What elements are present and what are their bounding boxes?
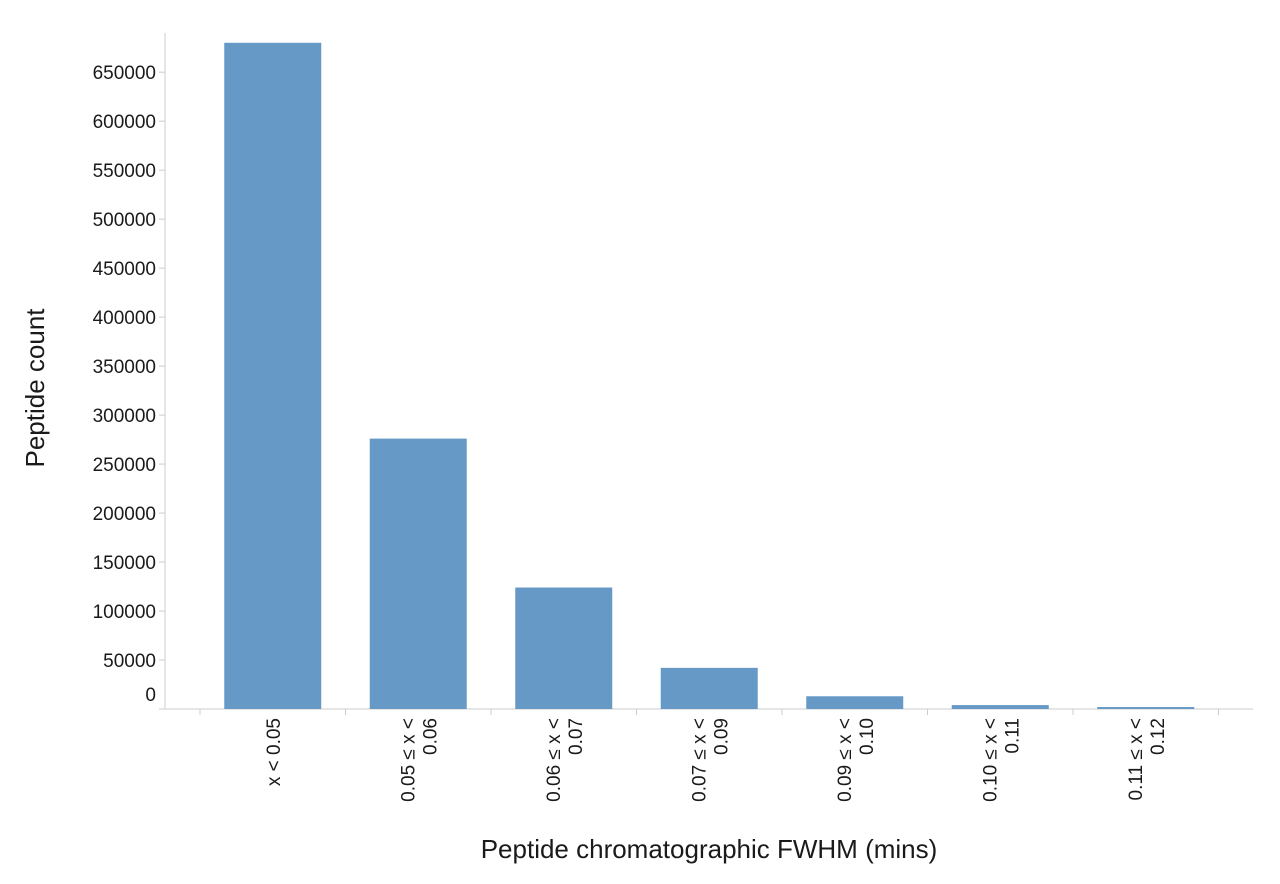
y-tick-label: 100000: [93, 602, 156, 623]
y-tick-label: 300000: [93, 406, 156, 427]
y-tick-label: 600000: [93, 112, 156, 133]
y-tick-label: 450000: [93, 259, 156, 280]
x-axis-title: Peptide chromatographic FWHM (mins): [481, 834, 938, 864]
bar: [369, 438, 467, 709]
x-tick-label: 0.06 ≤ x <0.07: [544, 718, 587, 802]
y-tick-label: 150000: [93, 553, 156, 574]
x-axis: [165, 708, 1253, 715]
x-tick-label-line: 0.09 ≤ x <: [835, 718, 856, 802]
y-tick-label: 650000: [93, 63, 156, 84]
x-tick-label: 0.07 ≤ x <0.09: [689, 718, 732, 802]
x-tick-label-line: 0.09: [711, 718, 732, 755]
y-axis-title: Peptide count: [20, 308, 50, 468]
bar: [224, 42, 322, 709]
x-tick-label-line: 0.07: [566, 718, 587, 755]
y-tick-label: 400000: [93, 308, 156, 329]
x-tick-label: 0.11 ≤ x <0.12: [1126, 718, 1169, 800]
bar: [1097, 707, 1195, 709]
y-axis: 0 50000 100000 150000 200000 250000 300000 3500…: [93, 33, 166, 710]
y-tick-label: 500000: [93, 210, 156, 231]
y-tick-label: 0: [145, 685, 156, 706]
y-tick-label: 200000: [93, 504, 156, 525]
y-tick-label: 550000: [93, 161, 156, 182]
x-tick-label-line: 0.06: [420, 718, 441, 755]
y-tick-label: 50000: [103, 651, 156, 672]
bar: [660, 667, 758, 709]
y-tick-label: 350000: [93, 357, 156, 378]
x-tick-labels: x < 0.05 0.05 ≤ x <0.06 0.06 ≤ x <0.07 0.07…: [264, 718, 1169, 802]
x-tick-label-line: 0.10 ≤ x <: [980, 718, 1001, 802]
x-tick-label-line: 0.07 ≤ x <: [689, 718, 710, 802]
y-tick-label: 250000: [93, 455, 156, 476]
x-tick-label-line: 0.05 ≤ x <: [398, 718, 419, 802]
x-tick-label-line: x < 0.05: [264, 718, 285, 786]
x-tick-label-line: 0.12: [1148, 718, 1169, 755]
x-tick-label: 0.10 ≤ x <0.11: [980, 718, 1023, 802]
bar: [951, 705, 1049, 709]
x-tick-label-line: 0.11 ≤ x <: [1126, 718, 1147, 800]
x-tick-label-line: 0.11: [1002, 718, 1023, 754]
bar: [515, 587, 613, 709]
x-tick-label: x < 0.05: [264, 718, 285, 786]
x-tick-label-line: 0.06 ≤ x <: [544, 718, 565, 802]
bar-series: [224, 42, 1195, 709]
x-tick-label-line: 0.10: [857, 718, 878, 755]
x-tick-label: 0.09 ≤ x <0.10: [835, 718, 878, 802]
x-tick-label: 0.05 ≤ x <0.06: [398, 718, 441, 802]
bar: [806, 696, 904, 709]
